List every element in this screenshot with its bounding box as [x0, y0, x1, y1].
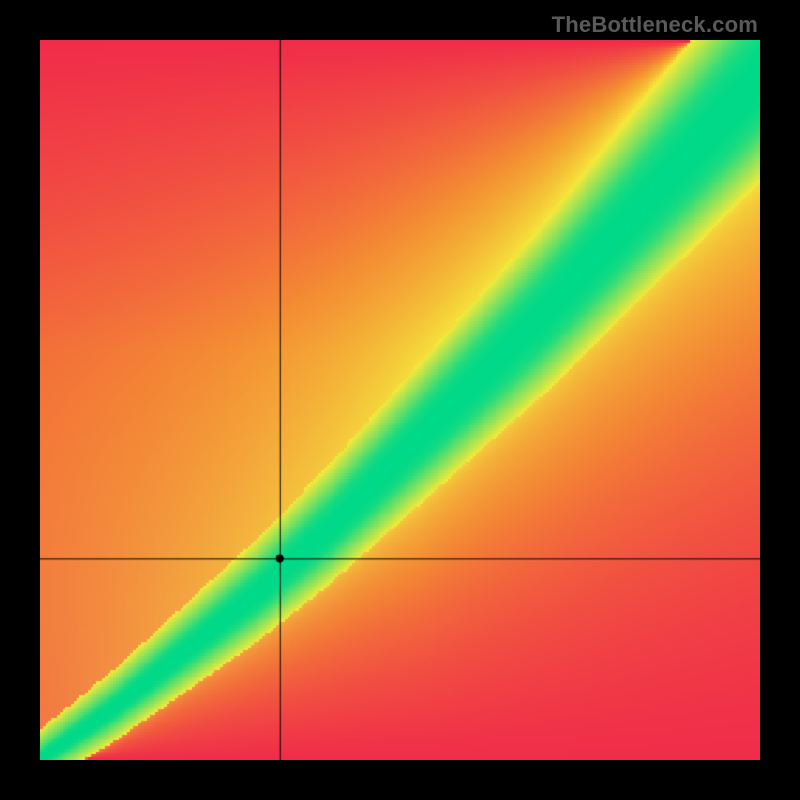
watermark-text: TheBottleneck.com [552, 12, 758, 38]
bottleneck-heatmap [40, 40, 760, 760]
heatmap-canvas [40, 40, 760, 760]
